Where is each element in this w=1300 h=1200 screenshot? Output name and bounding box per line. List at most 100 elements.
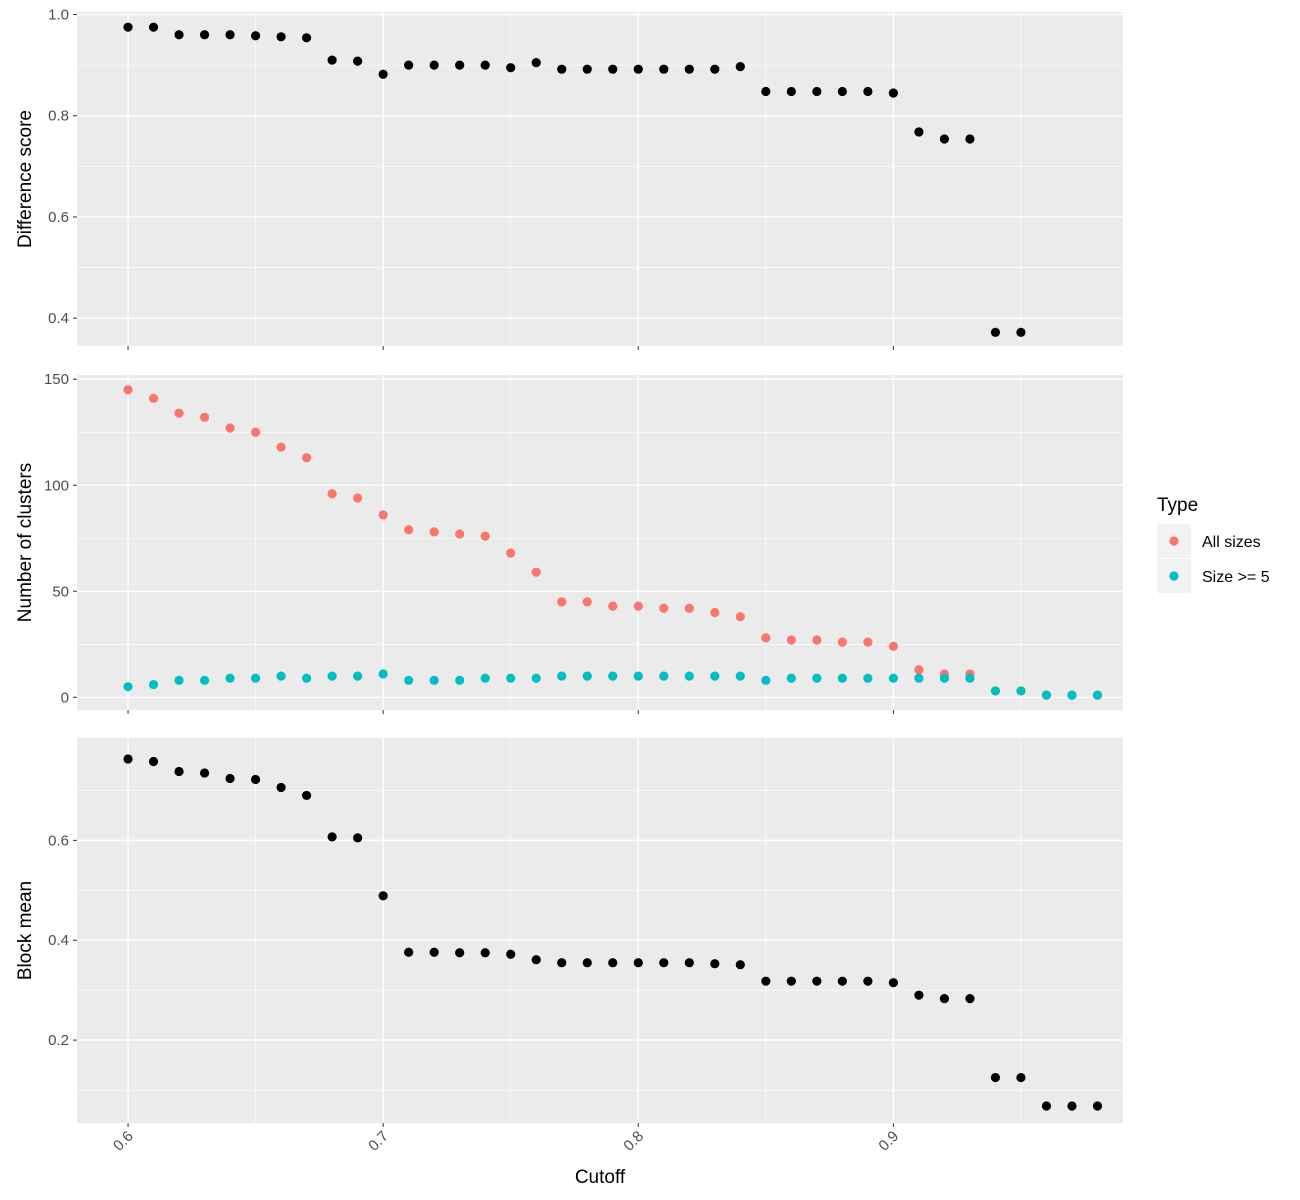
data-point bbox=[684, 603, 694, 613]
y-tick-label: 150 bbox=[44, 371, 69, 388]
data-point bbox=[786, 86, 796, 97]
legend: Type All sizes Size >= 5 bbox=[1157, 495, 1270, 593]
data-point bbox=[837, 86, 847, 97]
data-point bbox=[327, 671, 337, 681]
data-point bbox=[225, 673, 235, 683]
data-point bbox=[582, 671, 592, 681]
legend-label: All sizes bbox=[1202, 534, 1261, 551]
x-axis-title: Cutoff bbox=[575, 1167, 626, 1188]
data-point bbox=[812, 86, 822, 97]
data-point bbox=[455, 675, 465, 685]
data-point bbox=[123, 385, 133, 395]
series-2 bbox=[123, 669, 1103, 700]
legend-label: Size >= 5 bbox=[1202, 569, 1270, 586]
data-point bbox=[429, 527, 439, 537]
data-point bbox=[1041, 1101, 1052, 1111]
data-point bbox=[557, 671, 567, 681]
data-point bbox=[582, 958, 592, 968]
data-point bbox=[378, 891, 388, 901]
panel-2: 0 50 100 150 Number of clusters bbox=[15, 371, 1123, 714]
data-point bbox=[863, 976, 873, 986]
y-tick-label: 0.6 bbox=[48, 832, 69, 849]
data-point bbox=[404, 525, 414, 535]
y-tick-label: 1.0 bbox=[48, 7, 69, 24]
data-point bbox=[148, 679, 159, 690]
data-point bbox=[888, 978, 898, 988]
data-point bbox=[225, 30, 235, 40]
legend-title: Type bbox=[1157, 495, 1198, 516]
data-point bbox=[812, 635, 822, 645]
data-point bbox=[786, 635, 796, 645]
data-point bbox=[148, 22, 159, 32]
x-tick-label: 0.7 bbox=[365, 1128, 392, 1155]
data-point bbox=[531, 955, 541, 965]
data-point bbox=[123, 22, 133, 32]
y-tick-label: 50 bbox=[52, 583, 69, 600]
data-point bbox=[250, 673, 261, 683]
x-tick-label: 0.8 bbox=[620, 1128, 647, 1155]
data-point bbox=[1067, 690, 1077, 700]
data-point bbox=[353, 833, 363, 843]
data-point bbox=[582, 597, 592, 607]
data-point bbox=[404, 60, 414, 70]
data-point bbox=[684, 958, 694, 968]
data-point bbox=[735, 612, 745, 622]
data-point bbox=[863, 86, 873, 97]
data-point bbox=[557, 597, 567, 607]
data-point bbox=[710, 671, 720, 681]
data-point bbox=[837, 637, 847, 647]
data-point bbox=[659, 958, 669, 968]
data-point bbox=[480, 531, 490, 541]
y-tick-label: 100 bbox=[44, 477, 69, 494]
panel-background bbox=[77, 12, 1123, 346]
data-point bbox=[608, 601, 618, 611]
data-point bbox=[429, 60, 439, 70]
data-point bbox=[199, 768, 210, 778]
y-axis-title: Number of clusters bbox=[15, 463, 36, 622]
x-tick-label: 0.9 bbox=[875, 1128, 902, 1155]
y-tick-label: 0.2 bbox=[48, 1032, 69, 1049]
data-point bbox=[608, 958, 618, 968]
data-point bbox=[378, 69, 388, 79]
data-point bbox=[633, 601, 643, 611]
data-point bbox=[684, 64, 694, 74]
data-point bbox=[148, 393, 159, 403]
data-point bbox=[735, 62, 745, 72]
y-axis-title: Difference score bbox=[15, 110, 36, 248]
data-point bbox=[506, 548, 516, 558]
data-point bbox=[608, 64, 618, 74]
data-point bbox=[761, 633, 771, 643]
data-point bbox=[250, 774, 261, 785]
data-point bbox=[174, 30, 184, 40]
data-point bbox=[531, 567, 541, 577]
data-point bbox=[250, 427, 261, 437]
data-point bbox=[353, 56, 363, 66]
y-tick-label: 0.6 bbox=[48, 209, 69, 226]
data-point bbox=[148, 756, 159, 767]
data-point bbox=[557, 64, 567, 74]
data-point bbox=[353, 493, 363, 503]
data-point bbox=[276, 671, 286, 681]
data-point bbox=[276, 32, 286, 42]
data-point bbox=[174, 766, 184, 777]
data-point bbox=[404, 947, 414, 957]
y-axis-title: Block mean bbox=[15, 881, 36, 980]
data-point bbox=[327, 832, 337, 842]
data-point bbox=[302, 673, 312, 683]
series-1 bbox=[123, 754, 1103, 1111]
data-point bbox=[506, 63, 516, 73]
data-point bbox=[786, 976, 796, 986]
data-point bbox=[429, 947, 439, 957]
data-point bbox=[276, 442, 286, 452]
data-point bbox=[582, 64, 592, 74]
y-tick-label: 0.4 bbox=[48, 310, 69, 327]
data-point bbox=[531, 673, 541, 683]
data-point bbox=[633, 958, 643, 968]
data-point bbox=[302, 33, 312, 43]
panel-3: 0.2 0.4 0.6 Block mean bbox=[15, 738, 1123, 1127]
data-point bbox=[506, 949, 516, 959]
data-point bbox=[761, 675, 771, 685]
data-point bbox=[735, 671, 745, 681]
data-point bbox=[659, 603, 669, 613]
